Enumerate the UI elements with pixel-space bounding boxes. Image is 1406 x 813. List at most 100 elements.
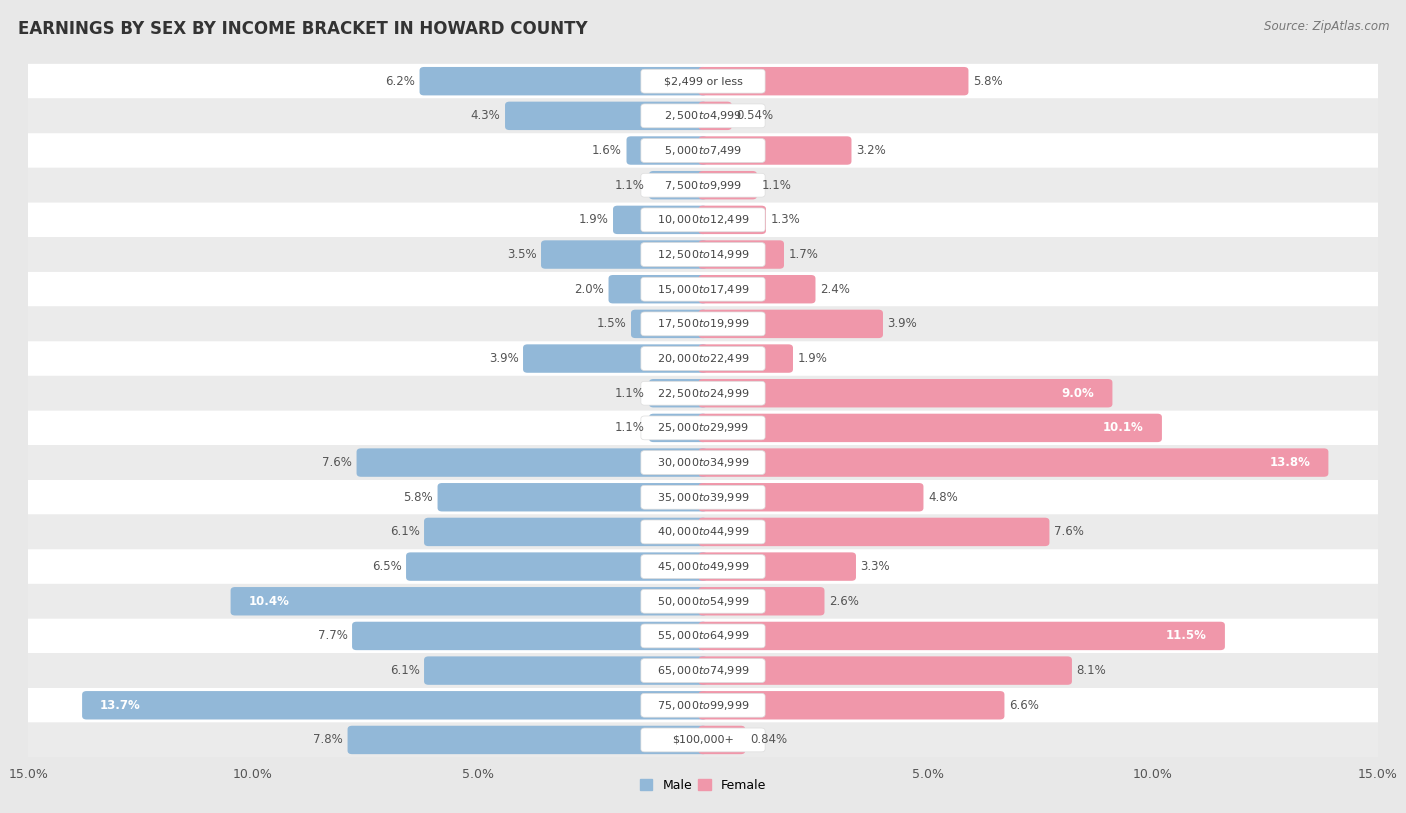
FancyBboxPatch shape: [699, 241, 785, 269]
Text: $65,000 to $74,999: $65,000 to $74,999: [657, 664, 749, 677]
FancyBboxPatch shape: [523, 345, 707, 373]
Legend: Male, Female: Male, Female: [636, 774, 770, 797]
FancyBboxPatch shape: [641, 277, 765, 301]
Text: 1.7%: 1.7%: [789, 248, 818, 261]
Text: 13.7%: 13.7%: [100, 699, 141, 711]
Text: 1.5%: 1.5%: [596, 317, 627, 330]
FancyBboxPatch shape: [27, 272, 1379, 307]
FancyBboxPatch shape: [357, 448, 707, 476]
Text: Source: ZipAtlas.com: Source: ZipAtlas.com: [1264, 20, 1389, 33]
Text: $22,500 to $24,999: $22,500 to $24,999: [657, 387, 749, 400]
FancyBboxPatch shape: [699, 275, 815, 303]
Text: 5.8%: 5.8%: [404, 491, 433, 504]
FancyBboxPatch shape: [641, 485, 765, 509]
Text: $2,500 to $4,999: $2,500 to $4,999: [664, 110, 742, 122]
FancyBboxPatch shape: [699, 171, 756, 199]
FancyBboxPatch shape: [699, 691, 1004, 720]
FancyBboxPatch shape: [347, 726, 707, 754]
FancyBboxPatch shape: [699, 102, 731, 130]
Text: 6.6%: 6.6%: [1010, 699, 1039, 711]
FancyBboxPatch shape: [27, 480, 1379, 515]
FancyBboxPatch shape: [699, 206, 766, 234]
FancyBboxPatch shape: [650, 171, 707, 199]
FancyBboxPatch shape: [425, 518, 707, 546]
FancyBboxPatch shape: [641, 589, 765, 613]
FancyBboxPatch shape: [699, 137, 852, 165]
Text: 3.9%: 3.9%: [489, 352, 519, 365]
FancyBboxPatch shape: [609, 275, 707, 303]
Text: 1.1%: 1.1%: [614, 421, 644, 434]
FancyBboxPatch shape: [437, 483, 707, 511]
Text: $45,000 to $49,999: $45,000 to $49,999: [657, 560, 749, 573]
Text: $25,000 to $29,999: $25,000 to $29,999: [657, 421, 749, 434]
FancyBboxPatch shape: [27, 202, 1379, 237]
FancyBboxPatch shape: [699, 622, 1225, 650]
Text: 2.6%: 2.6%: [830, 595, 859, 608]
FancyBboxPatch shape: [27, 167, 1379, 202]
FancyBboxPatch shape: [27, 654, 1379, 688]
FancyBboxPatch shape: [27, 619, 1379, 654]
FancyBboxPatch shape: [505, 102, 707, 130]
Text: 3.5%: 3.5%: [508, 248, 537, 261]
FancyBboxPatch shape: [419, 67, 707, 95]
FancyBboxPatch shape: [627, 137, 707, 165]
FancyBboxPatch shape: [425, 656, 707, 685]
FancyBboxPatch shape: [27, 237, 1379, 272]
Text: 1.1%: 1.1%: [762, 179, 792, 192]
FancyBboxPatch shape: [27, 341, 1379, 376]
FancyBboxPatch shape: [641, 416, 765, 440]
FancyBboxPatch shape: [641, 659, 765, 683]
FancyBboxPatch shape: [641, 69, 765, 93]
Text: 2.4%: 2.4%: [820, 283, 849, 296]
Text: $10,000 to $12,499: $10,000 to $12,499: [657, 213, 749, 226]
Text: 1.9%: 1.9%: [579, 213, 609, 226]
Text: $7,500 to $9,999: $7,500 to $9,999: [664, 179, 742, 192]
Text: 6.2%: 6.2%: [385, 75, 415, 88]
Text: 10.1%: 10.1%: [1104, 421, 1144, 434]
Text: 5.8%: 5.8%: [973, 75, 1002, 88]
FancyBboxPatch shape: [27, 515, 1379, 550]
FancyBboxPatch shape: [641, 624, 765, 648]
FancyBboxPatch shape: [641, 242, 765, 267]
FancyBboxPatch shape: [27, 307, 1379, 341]
Text: $12,500 to $14,999: $12,500 to $14,999: [657, 248, 749, 261]
Text: 2.0%: 2.0%: [574, 283, 605, 296]
Text: 1.9%: 1.9%: [797, 352, 827, 365]
Text: 9.0%: 9.0%: [1062, 387, 1094, 400]
Text: 6.5%: 6.5%: [371, 560, 402, 573]
FancyBboxPatch shape: [27, 376, 1379, 411]
Text: 1.3%: 1.3%: [770, 213, 800, 226]
FancyBboxPatch shape: [27, 64, 1379, 98]
Text: 7.7%: 7.7%: [318, 629, 347, 642]
Text: 7.6%: 7.6%: [322, 456, 352, 469]
FancyBboxPatch shape: [699, 726, 745, 754]
FancyBboxPatch shape: [699, 379, 1112, 407]
Text: 1.6%: 1.6%: [592, 144, 621, 157]
Text: 3.3%: 3.3%: [860, 560, 890, 573]
Text: $75,000 to $99,999: $75,000 to $99,999: [657, 699, 749, 711]
Text: $30,000 to $34,999: $30,000 to $34,999: [657, 456, 749, 469]
FancyBboxPatch shape: [27, 411, 1379, 446]
FancyBboxPatch shape: [27, 584, 1379, 619]
FancyBboxPatch shape: [27, 133, 1379, 167]
FancyBboxPatch shape: [699, 310, 883, 338]
Text: $50,000 to $54,999: $50,000 to $54,999: [657, 595, 749, 608]
Text: 10.4%: 10.4%: [249, 595, 290, 608]
FancyBboxPatch shape: [699, 656, 1071, 685]
FancyBboxPatch shape: [699, 414, 1161, 442]
FancyBboxPatch shape: [352, 622, 707, 650]
FancyBboxPatch shape: [641, 728, 765, 752]
FancyBboxPatch shape: [699, 552, 856, 580]
Text: $5,000 to $7,499: $5,000 to $7,499: [664, 144, 742, 157]
Text: 7.6%: 7.6%: [1054, 525, 1084, 538]
FancyBboxPatch shape: [631, 310, 707, 338]
FancyBboxPatch shape: [641, 450, 765, 475]
FancyBboxPatch shape: [699, 483, 924, 511]
FancyBboxPatch shape: [27, 550, 1379, 584]
Text: $55,000 to $64,999: $55,000 to $64,999: [657, 629, 749, 642]
FancyBboxPatch shape: [641, 173, 765, 197]
FancyBboxPatch shape: [27, 688, 1379, 723]
Text: $35,000 to $39,999: $35,000 to $39,999: [657, 491, 749, 504]
FancyBboxPatch shape: [650, 379, 707, 407]
FancyBboxPatch shape: [406, 552, 707, 580]
